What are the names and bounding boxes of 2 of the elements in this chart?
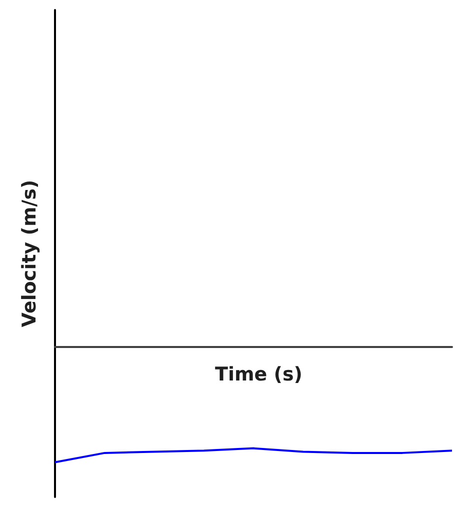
y-axis-title: Velocity (m/s) — [18, 180, 40, 328]
x-axis-title: Time (s) — [215, 364, 302, 386]
